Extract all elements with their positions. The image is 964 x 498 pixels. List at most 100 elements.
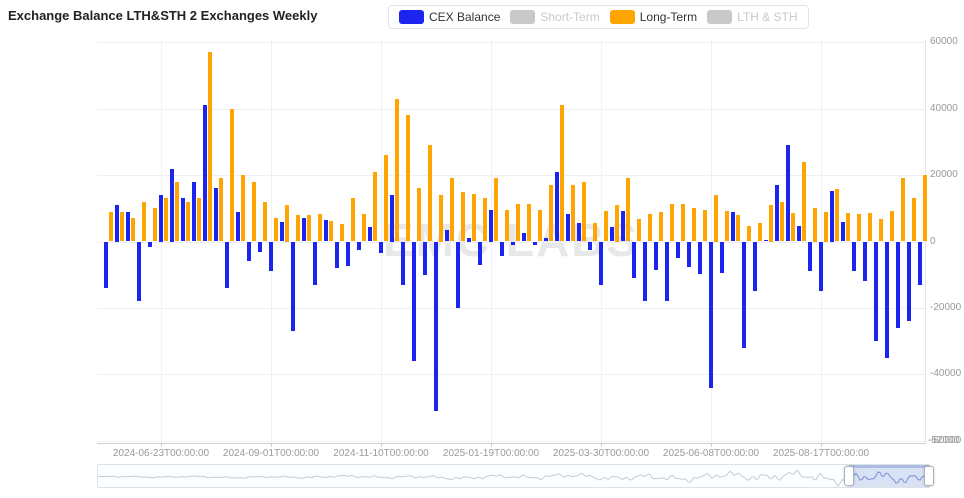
x-axis-label: 2024-06-23T00:00:00	[112, 448, 210, 459]
bar-long-term	[823, 212, 828, 242]
bar-cex-balance	[555, 171, 559, 242]
bar-cex-balance	[533, 241, 537, 245]
bar-long-term	[581, 181, 586, 242]
bar-cex-balance	[445, 229, 449, 242]
bar-cex-balance	[643, 241, 647, 302]
y-axis-label: -40000	[930, 368, 962, 380]
bar-cex-balance	[346, 241, 350, 267]
x-axis-label: 2024-09-01T00:00:00	[222, 448, 320, 459]
legend-item-cex-balance[interactable]: CEX Balance	[399, 10, 500, 24]
bar-long-term	[438, 195, 443, 242]
datazoom-slider[interactable]	[97, 464, 934, 488]
bar-long-term	[636, 218, 641, 242]
bar-long-term	[108, 211, 113, 242]
y-axis-label: 20000	[930, 169, 958, 181]
bar-cex-balance	[610, 226, 614, 242]
bar-cex-balance	[566, 213, 570, 242]
legend: CEX Balance Short-Term Long-Term LTH & STH	[388, 5, 809, 29]
bar-long-term	[856, 213, 861, 242]
bar-cex-balance	[907, 241, 911, 322]
bar-cex-balance	[797, 226, 801, 242]
bar-cex-balance	[786, 145, 790, 242]
bar-long-term	[614, 205, 619, 242]
bar-long-term	[427, 145, 432, 242]
bar-cex-balance	[852, 241, 856, 271]
bar-cex-balance	[621, 210, 625, 242]
gridline-h	[97, 175, 925, 177]
bar-cex-balance	[819, 241, 823, 292]
bar-cex-balance	[192, 181, 196, 242]
bar-cex-balance	[731, 212, 735, 242]
bar-cex-balance	[676, 241, 680, 258]
bar-cex-balance	[302, 218, 306, 242]
legend-item-lth-sth[interactable]: LTH & STH	[707, 10, 798, 24]
legend-label-long-term: Long-Term	[639, 10, 698, 24]
bar-long-term	[559, 105, 564, 242]
bar-cex-balance	[291, 241, 295, 332]
bar-long-term	[757, 222, 762, 242]
bar-cex-balance	[665, 241, 669, 302]
bar-long-term	[317, 213, 322, 242]
x-axis-label: 2025-01-19T00:00:00	[442, 448, 540, 459]
bar-long-term	[702, 209, 707, 242]
bar-cex-balance	[115, 205, 119, 242]
bar-long-term	[713, 195, 718, 242]
bar-long-term	[867, 212, 872, 242]
y-axis-label: -60000	[930, 434, 962, 446]
bar-long-term	[339, 223, 344, 242]
bar-long-term	[779, 201, 784, 242]
bar-long-term	[273, 218, 278, 242]
bar-cex-balance	[357, 241, 361, 250]
bar-long-term	[119, 211, 124, 242]
bar-cex-balance	[522, 233, 526, 242]
bar-cex-balance	[467, 237, 471, 242]
datazoom-left-handle[interactable]	[844, 466, 855, 486]
bar-cex-balance	[280, 221, 284, 242]
bar-long-term	[548, 185, 553, 242]
bar-cex-balance	[335, 241, 339, 269]
bar-cex-balance	[159, 195, 163, 242]
bar-long-term	[526, 203, 531, 242]
bar-cex-balance	[203, 105, 207, 242]
bar-cex-balance	[368, 226, 372, 242]
bar-cex-balance	[687, 241, 691, 267]
bar-long-term	[262, 201, 267, 242]
bar-cex-balance	[599, 241, 603, 285]
bar-long-term	[845, 212, 850, 242]
gridline-h	[97, 307, 925, 309]
bar-cex-balance	[126, 211, 130, 242]
bar-long-term	[306, 214, 311, 242]
bar-long-term	[735, 215, 740, 242]
bar-long-term	[537, 209, 542, 242]
bar-cex-balance	[434, 241, 438, 411]
bar-long-term	[482, 198, 487, 242]
bar-cex-balance	[181, 198, 185, 242]
datazoom-move-grip[interactable]	[881, 466, 897, 468]
bar-cex-balance	[258, 241, 262, 252]
bar-long-term	[207, 52, 212, 242]
bar-cex-balance	[896, 241, 900, 328]
bar-long-term	[900, 178, 905, 242]
legend-item-long-term[interactable]: Long-Term	[609, 10, 698, 24]
bar-cex-balance	[324, 219, 328, 242]
bar-cex-balance	[412, 241, 416, 361]
datazoom-right-handle[interactable]	[924, 466, 934, 486]
bar-long-term	[911, 198, 916, 242]
bar-long-term	[130, 218, 135, 242]
bar-long-term	[691, 208, 696, 242]
bar-cex-balance	[148, 241, 152, 247]
bar-cex-balance	[830, 191, 834, 242]
bar-long-term	[185, 201, 190, 242]
bar-cex-balance	[236, 211, 240, 242]
bar-long-term	[460, 191, 465, 242]
bar-long-term	[878, 218, 883, 242]
bar-long-term	[570, 185, 575, 242]
gridline-h	[97, 440, 925, 442]
bar-cex-balance	[720, 241, 724, 274]
legend-item-short-term[interactable]: Short-Term	[510, 10, 600, 24]
bar-cex-balance	[808, 241, 812, 271]
bar-cex-balance	[401, 241, 405, 285]
datazoom-window[interactable]	[849, 465, 929, 487]
bar-cex-balance	[511, 241, 515, 245]
